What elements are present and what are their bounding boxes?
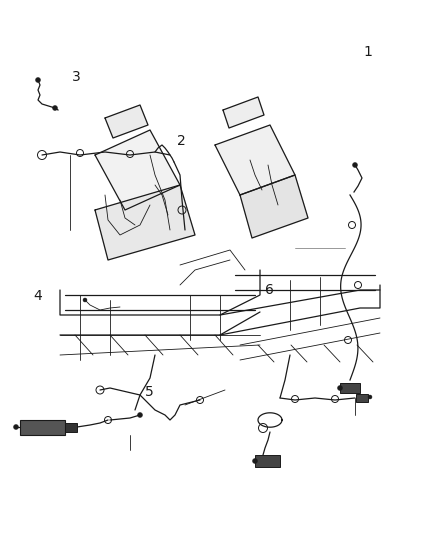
FancyBboxPatch shape <box>340 383 360 393</box>
Polygon shape <box>95 185 195 260</box>
FancyBboxPatch shape <box>65 423 77 432</box>
Polygon shape <box>95 130 180 210</box>
Circle shape <box>53 106 57 110</box>
Text: 4: 4 <box>33 289 42 303</box>
Text: 6: 6 <box>265 284 274 297</box>
FancyBboxPatch shape <box>20 420 65 435</box>
Circle shape <box>83 298 87 302</box>
FancyBboxPatch shape <box>255 455 280 467</box>
Circle shape <box>338 385 343 391</box>
Text: 5: 5 <box>145 385 153 399</box>
Circle shape <box>368 395 372 399</box>
Text: 2: 2 <box>177 134 186 148</box>
Circle shape <box>252 458 258 464</box>
Polygon shape <box>223 97 264 128</box>
Circle shape <box>353 163 357 167</box>
Text: 3: 3 <box>72 70 81 84</box>
Circle shape <box>35 77 40 83</box>
Polygon shape <box>240 175 308 238</box>
Circle shape <box>14 424 18 430</box>
Circle shape <box>138 413 142 417</box>
Polygon shape <box>215 125 295 195</box>
Polygon shape <box>105 105 148 138</box>
Text: 1: 1 <box>364 45 372 59</box>
FancyBboxPatch shape <box>356 394 368 402</box>
